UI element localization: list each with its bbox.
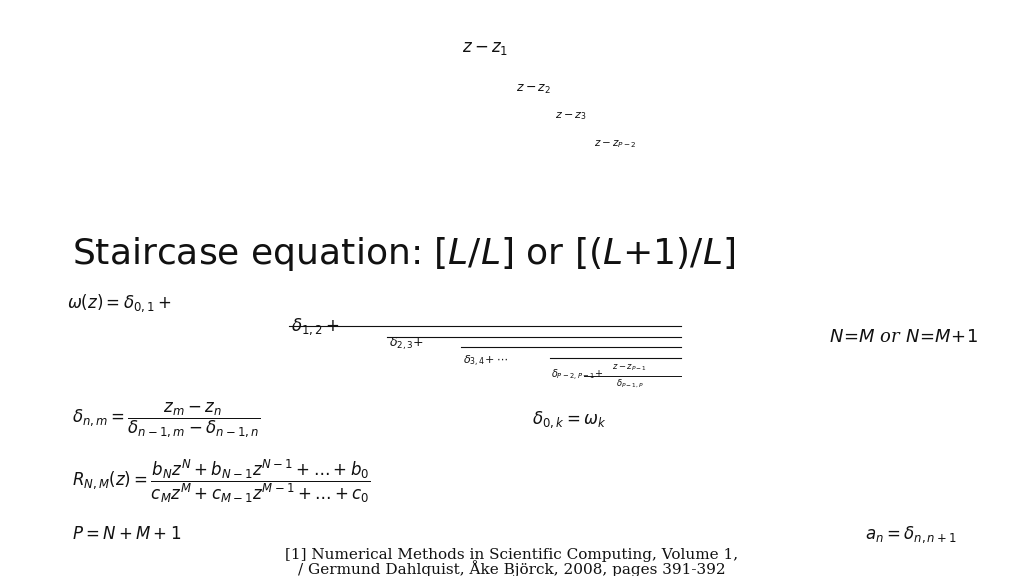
Text: $\omega(z) = \delta_{0,1} +$: $\omega(z) = \delta_{0,1} +$ [67, 293, 171, 314]
Text: Staircase equation: [$\it{L}$/$\it{L}$] or [($\it{L}$+1)/$\it{L}$]: Staircase equation: [$\it{L}$/$\it{L}$] … [72, 235, 735, 273]
Text: $\delta_{2,3}{+}$: $\delta_{2,3}{+}$ [389, 335, 424, 351]
Text: $z-z_3$: $z-z_3$ [555, 110, 587, 122]
Text: $\delta_{n,m} = \dfrac{z_m - z_n}{\delta_{n-1,m} - \delta_{n-1,n}}$: $\delta_{n,m} = \dfrac{z_m - z_n}{\delta… [72, 400, 260, 439]
Text: $N\!=\!M$ or $N\!=\!M\!+\!1$: $N\!=\!M$ or $N\!=\!M\!+\!1$ [829, 328, 979, 346]
Text: $\delta_{1,2} +$: $\delta_{1,2} +$ [291, 316, 340, 337]
Text: $\delta_{P-2,P-1}{+}$: $\delta_{P-2,P-1}{+}$ [551, 367, 603, 383]
Text: $\delta_{3,4}{+}\ \cdots$: $\delta_{3,4}{+}\ \cdots$ [463, 354, 509, 369]
Text: $z - z_1$: $z - z_1$ [462, 40, 508, 56]
Text: [1] Numerical Methods in Scientific Computing, Volume 1,: [1] Numerical Methods in Scientific Comp… [286, 548, 738, 562]
Text: $z-z_2$: $z-z_2$ [516, 82, 552, 96]
Text: $P = N + M + 1$: $P = N + M + 1$ [72, 526, 181, 543]
Text: $\delta_{0,k} = \omega_k$: $\delta_{0,k} = \omega_k$ [532, 410, 606, 430]
Text: $\delta_{P-1,P}$: $\delta_{P-1,P}$ [615, 378, 644, 390]
Text: $R_{N,M}(z) = \dfrac{b_N z^N + b_{N-1} z^{N-1} + \ldots + b_0}{c_M z^M + c_{M-1}: $R_{N,M}(z) = \dfrac{b_N z^N + b_{N-1} z… [72, 457, 371, 505]
Text: $z-z_{P-1}$: $z-z_{P-1}$ [612, 363, 647, 373]
Text: / Germund Dahlquist, Åke Björck, 2008, pages 391-392: / Germund Dahlquist, Åke Björck, 2008, p… [298, 560, 726, 576]
Text: $z-z_{P-2}$: $z-z_{P-2}$ [594, 138, 637, 150]
Text: $a_n = \delta_{n,n+1}$: $a_n = \delta_{n,n+1}$ [865, 524, 957, 545]
